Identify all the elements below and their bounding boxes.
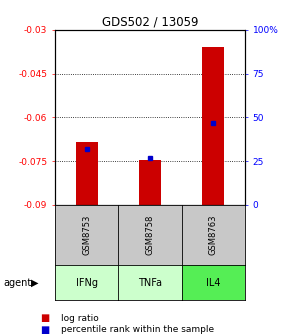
Text: log ratio: log ratio: [61, 314, 99, 323]
Text: agent: agent: [3, 278, 31, 288]
Text: ▶: ▶: [31, 278, 39, 288]
Text: percentile rank within the sample: percentile rank within the sample: [61, 326, 214, 334]
Text: TNFa: TNFa: [138, 278, 162, 288]
Text: GSM8753: GSM8753: [82, 215, 91, 255]
Text: IFNg: IFNg: [76, 278, 98, 288]
Bar: [76, 142, 98, 205]
Bar: [202, 47, 224, 205]
Text: IL4: IL4: [206, 278, 221, 288]
Bar: [139, 160, 161, 205]
Title: GDS502 / 13059: GDS502 / 13059: [102, 16, 198, 29]
Text: ■: ■: [41, 325, 50, 335]
Text: GSM8763: GSM8763: [209, 215, 218, 255]
Text: GSM8758: GSM8758: [146, 215, 155, 255]
Text: ■: ■: [41, 313, 50, 323]
